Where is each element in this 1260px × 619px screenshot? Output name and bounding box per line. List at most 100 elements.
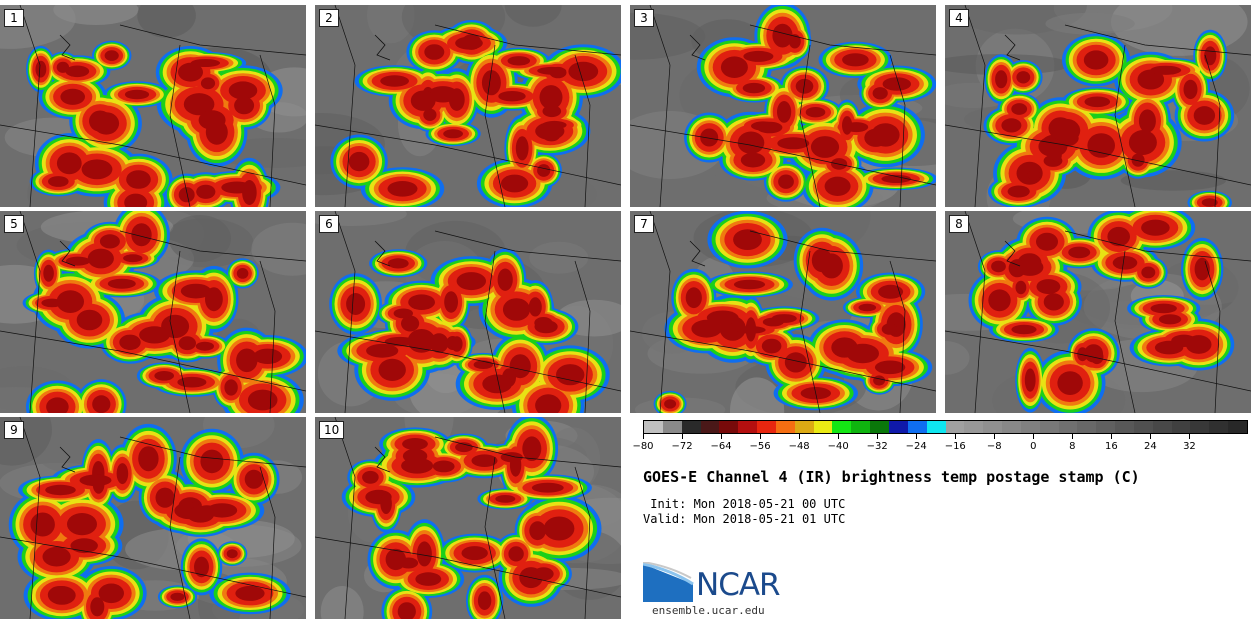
colorbar-segment <box>719 421 739 433</box>
colorbar-tick-label: −64 <box>710 441 732 452</box>
colorbar-segment <box>757 421 776 433</box>
ir-map-icon <box>945 211 1251 413</box>
colorbar-segment <box>1209 421 1229 433</box>
colorbar-tick <box>721 434 723 439</box>
colorbar-segment <box>945 421 965 433</box>
colorbar-tick <box>955 434 957 439</box>
init-time: Init: Mon 2018-05-21 00 UTC <box>643 497 846 511</box>
colorbar-segment <box>1096 421 1116 433</box>
colorbar-segment <box>870 421 889 433</box>
colorbar-segment <box>1115 421 1134 433</box>
colorbar-segment <box>1020 421 1040 433</box>
panel-number: 5 <box>4 215 24 233</box>
figure-title: GOES-E Channel 4 (IR) brightness temp po… <box>643 468 1140 486</box>
panel-number: 10 <box>319 421 345 439</box>
colorbar-segment <box>1077 421 1097 433</box>
colorbar-tick-label: −72 <box>671 441 693 452</box>
ensemble-member-panel: 10 <box>315 417 621 619</box>
colorbar-tick-label: −16 <box>944 441 966 452</box>
colorbar-segment <box>1228 421 1247 433</box>
panel-number: 9 <box>4 421 24 439</box>
site-url: ensemble.ucar.edu <box>652 604 765 617</box>
colorbar-tick <box>682 434 684 439</box>
colorbar-tick <box>1033 434 1035 439</box>
colorbar-tick-label: 8 <box>1069 441 1076 452</box>
colorbar-tick <box>916 434 918 439</box>
panel-number: 8 <box>949 215 969 233</box>
ir-map-icon <box>315 5 621 207</box>
colorbar-segment <box>1002 421 1021 433</box>
panel-number: 6 <box>319 215 339 233</box>
colorbar-ticks: −80 −72 −64 −56 −48 −40 −32 −24 −16 −8 0 8 16 24 32 <box>632 434 1248 454</box>
colorbar-tick-label: 32 <box>1183 441 1196 452</box>
colorbar-tick <box>1150 434 1152 439</box>
ir-map-icon <box>315 211 621 413</box>
colorbar-tick <box>994 434 996 439</box>
colorbar-tick <box>1111 434 1113 439</box>
colorbar-tick <box>877 434 879 439</box>
colorbar-tick-label: −32 <box>866 441 888 452</box>
colorbar-tick-label: −48 <box>788 441 810 452</box>
colorbar-segment <box>1058 421 1078 433</box>
colorbar-segment <box>851 421 871 433</box>
colorbar-tick <box>1189 434 1191 439</box>
colorbar-tick-label: −8 <box>986 441 1002 452</box>
colorbar-tick <box>760 434 762 439</box>
colorbar-segment <box>1152 421 1172 433</box>
colorbar-segment <box>681 421 701 433</box>
colorbar-segment <box>662 421 682 433</box>
colorbar-segment <box>1190 421 1210 433</box>
colorbar-tick-label: 0 <box>1030 441 1037 452</box>
ensemble-member-panel: 6 <box>315 211 621 413</box>
ir-map-icon <box>0 5 306 207</box>
ir-map-icon <box>315 417 621 619</box>
ensemble-member-panel: 1 <box>0 5 306 207</box>
colorbar-segment <box>907 421 927 433</box>
ir-map-icon <box>945 5 1251 207</box>
colorbar-tick <box>643 434 644 439</box>
colorbar <box>643 420 1248 434</box>
ensemble-member-panel: 3 <box>630 5 936 207</box>
ir-map-icon <box>630 5 936 207</box>
colorbar-segment <box>794 421 814 433</box>
ensemble-member-panel: 2 <box>315 5 621 207</box>
ir-map-icon <box>0 211 306 413</box>
colorbar-segment <box>1039 421 1059 433</box>
panel-number: 3 <box>634 9 654 27</box>
panel-number: 4 <box>949 9 969 27</box>
colorbar-segment <box>775 421 795 433</box>
colorbar-tick-label: −56 <box>749 441 771 452</box>
colorbar-segment <box>888 421 908 433</box>
colorbar-segment <box>1133 421 1153 433</box>
ir-map-icon <box>630 211 936 413</box>
colorbar-tick <box>1072 434 1074 439</box>
colorbar-segment <box>832 421 852 433</box>
colorbar-segment <box>700 421 720 433</box>
ir-map-icon <box>0 417 306 619</box>
colorbar-segment <box>926 421 946 433</box>
valid-time: Valid: Mon 2018-05-21 01 UTC <box>643 512 846 526</box>
colorbar-segment <box>1171 421 1191 433</box>
panel-number: 7 <box>634 215 654 233</box>
colorbar-tick <box>799 434 801 439</box>
ensemble-member-panel: 4 <box>945 5 1251 207</box>
panel-number: 2 <box>319 9 339 27</box>
logo-text: NCAR <box>696 567 781 603</box>
panel-number: 1 <box>4 9 24 27</box>
colorbar-tick-label: 16 <box>1105 441 1118 452</box>
colorbar-tick-label: 24 <box>1144 441 1157 452</box>
colorbar-tick-label: −40 <box>827 441 849 452</box>
ncar-logo-icon <box>643 562 694 602</box>
colorbar-tick-label: −80 <box>632 441 654 452</box>
ensemble-member-panel: 8 <box>945 211 1251 413</box>
colorbar-segment <box>738 421 758 433</box>
colorbar-segment <box>964 421 984 433</box>
colorbar-tick <box>838 434 840 439</box>
colorbar-segment <box>983 421 1003 433</box>
colorbar-tick-label: −24 <box>905 441 927 452</box>
colorbar-segment <box>813 421 833 433</box>
ensemble-member-panel: 5 <box>0 211 306 413</box>
ensemble-member-panel: 9 <box>0 417 306 619</box>
ensemble-member-panel: 7 <box>630 211 936 413</box>
colorbar-segment <box>644 421 663 433</box>
